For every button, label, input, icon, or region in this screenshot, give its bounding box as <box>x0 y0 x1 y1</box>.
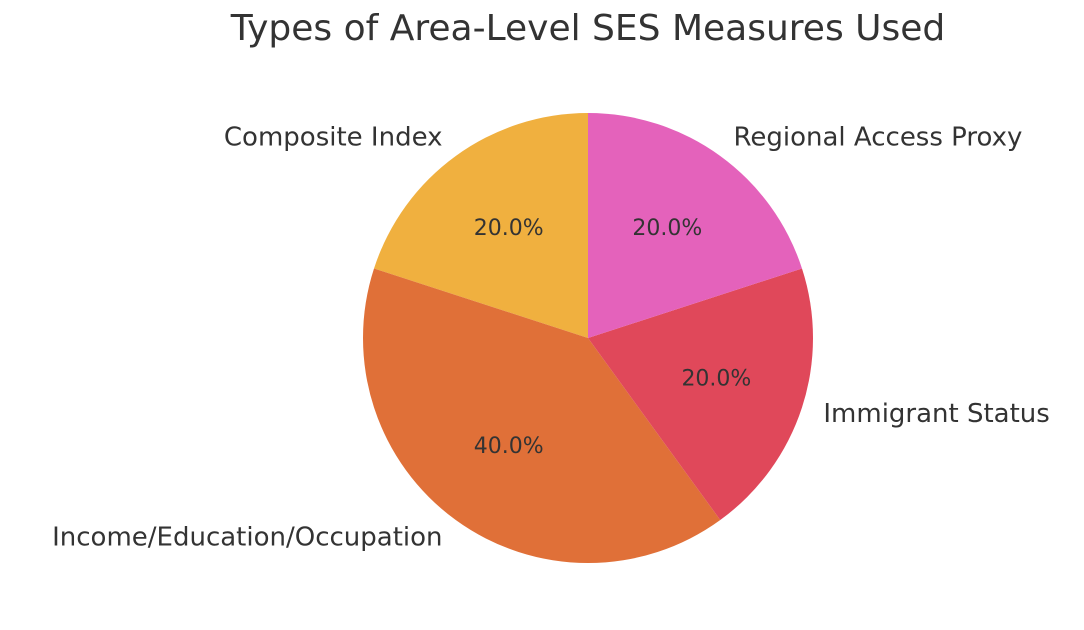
slice-label: Composite Index <box>224 122 443 152</box>
value-label: 40.0% <box>474 434 544 459</box>
value-label: 20.0% <box>474 216 544 241</box>
value-label: 20.0% <box>681 367 751 392</box>
slice-label: Regional Access Proxy <box>733 122 1022 152</box>
slice-label: Income/Education/Occupation <box>52 523 442 553</box>
pie-slice <box>588 113 802 338</box>
value-label: 20.0% <box>632 216 702 241</box>
slice-label: Immigrant Status <box>823 399 1049 429</box>
pie-slice <box>588 268 813 521</box>
pie-slice <box>374 113 588 338</box>
pie-slice <box>363 268 721 563</box>
chart-title: Types of Area-Level SES Measures Used <box>230 8 946 49</box>
